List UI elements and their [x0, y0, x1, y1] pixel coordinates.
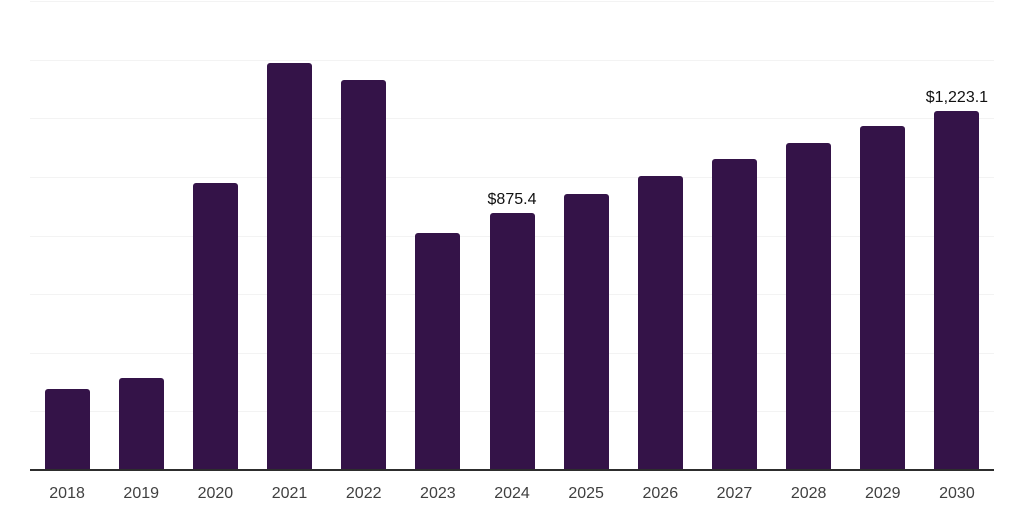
bar-2018[interactable]	[44, 389, 90, 470]
x-axis-line	[30, 469, 994, 471]
x-tick-2022: 2022	[345, 485, 382, 502]
x-tick-2019: 2019	[123, 485, 160, 502]
x-tick-2018: 2018	[49, 485, 85, 502]
x-tick-2023: 2023	[420, 485, 456, 502]
gridline-1000	[30, 176, 994, 178]
x-tick-2030: 2030	[939, 485, 975, 502]
bar-2030[interactable]	[934, 111, 980, 470]
bar-2026[interactable]	[637, 176, 683, 470]
bar-2020[interactable]	[192, 183, 238, 470]
data-label-2024: $875.4	[487, 191, 537, 209]
gridline-1600	[30, 1, 994, 2]
x-tick-2020: 2020	[197, 485, 234, 502]
bar-2024[interactable]	[489, 213, 535, 470]
gridline-1200	[30, 118, 994, 120]
x-tick-2024: 2024	[494, 485, 530, 502]
bar-2023[interactable]	[415, 233, 461, 470]
bar-2027[interactable]	[711, 158, 757, 470]
bar-2022[interactable]	[341, 79, 387, 470]
x-tick-2021: 2021	[271, 485, 308, 502]
x-tick-2025: 2025	[568, 485, 604, 502]
bar-2028[interactable]	[786, 142, 832, 470]
x-tick-2028: 2028	[790, 485, 827, 502]
x-tick-2026: 2026	[642, 485, 679, 502]
x-axis-labels: 2018 2019 2020 2021 2022 2023 2024 2025 2026 2027…	[30, 486, 994, 506]
plot-area: $875.4 $1,223.1	[30, 1, 994, 470]
bar-2019[interactable]	[118, 377, 164, 470]
gridline-1400	[30, 59, 994, 61]
x-tick-2029: 2029	[864, 485, 901, 502]
x-tick-2027: 2027	[716, 485, 753, 502]
bar-2025[interactable]	[563, 193, 609, 470]
bar-2029[interactable]	[860, 125, 906, 470]
bar-2021[interactable]	[267, 63, 313, 470]
data-label-2030: $1,223.1	[925, 89, 989, 107]
